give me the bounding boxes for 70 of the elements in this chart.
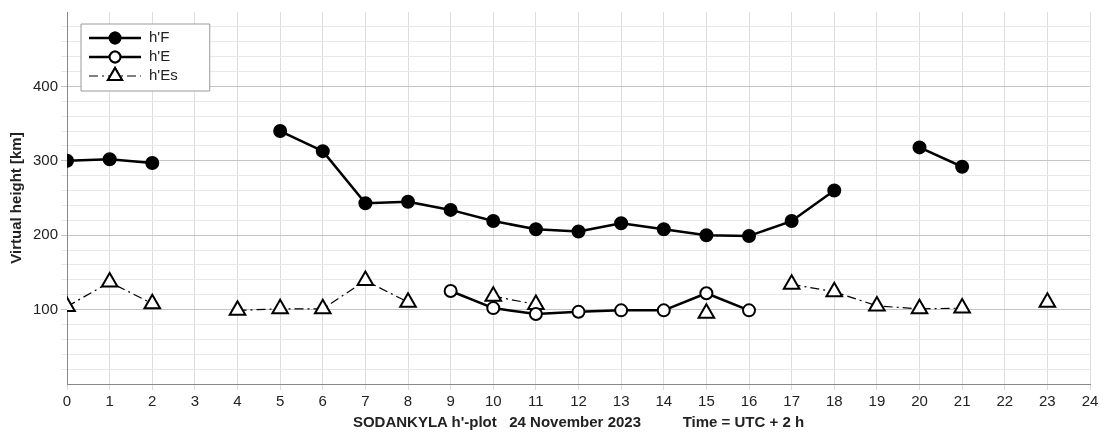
point	[656, 222, 671, 237]
x-tick-label: 7	[361, 392, 370, 410]
x-tick-label: 11	[528, 392, 544, 410]
x-tick-label: 2	[148, 392, 157, 410]
x-tick-label: 24	[1081, 392, 1099, 410]
x-tick-label: 8	[403, 392, 413, 410]
x-tick-label: 17	[783, 392, 800, 410]
point	[571, 304, 586, 319]
point	[401, 194, 416, 209]
y-tick-label: 200	[33, 225, 59, 243]
point	[315, 144, 330, 159]
point	[699, 228, 714, 243]
y-axis-title: Virtual height [km]	[7, 132, 25, 264]
x-tick-label: 22	[996, 392, 1014, 410]
point	[910, 298, 929, 315]
point	[697, 303, 716, 319]
point	[784, 214, 799, 229]
point	[273, 124, 288, 139]
point	[827, 183, 842, 198]
point	[528, 222, 543, 237]
point	[313, 298, 332, 315]
x-tick-label: 13	[612, 392, 630, 410]
x-tick-label: 4	[233, 392, 242, 410]
x-tick-label: 5	[275, 392, 285, 410]
point	[825, 281, 844, 298]
x-tick-label: 23	[1039, 392, 1056, 410]
point	[143, 293, 162, 310]
point	[953, 298, 971, 314]
point	[228, 300, 247, 316]
point	[699, 286, 714, 301]
x-tick-label: 20	[911, 392, 928, 410]
point	[100, 272, 119, 288]
point	[443, 284, 458, 298]
y-tick-label: 400	[33, 76, 59, 94]
x-tick-label: 15	[698, 392, 715, 410]
point	[271, 298, 289, 315]
x-tick-label: 12	[570, 392, 587, 410]
x-tick-label: 6	[318, 392, 327, 410]
point	[912, 140, 927, 155]
point	[145, 156, 160, 171]
point	[356, 270, 375, 287]
point	[443, 202, 458, 217]
point	[742, 228, 757, 243]
legend-label: h'F	[149, 28, 170, 46]
x-tick-label: 18	[825, 392, 843, 410]
point	[484, 286, 503, 302]
x-tick-label: 3	[190, 392, 200, 410]
point	[782, 274, 801, 290]
point	[486, 214, 501, 229]
x-tick-label: 0	[62, 392, 72, 410]
point	[955, 159, 970, 174]
point	[571, 224, 586, 239]
point	[1038, 292, 1057, 308]
x-tick-label: 14	[655, 392, 673, 410]
point	[102, 152, 117, 167]
x-tick-label: 16	[740, 392, 758, 410]
point	[868, 295, 886, 312]
legend-label: h'Es	[149, 66, 178, 84]
y-tick-label: 100	[33, 299, 59, 317]
legend-label: h'E	[149, 47, 171, 65]
x-tick-label: 21	[953, 392, 971, 410]
x-tick-label: 19	[868, 392, 886, 410]
x-axis-title: SODANKYLA h'-plot 24 November 2023 Time = UTC + 2 h	[352, 413, 805, 431]
x-tick-label: 9	[446, 392, 455, 410]
point	[399, 292, 417, 308]
x-tick-label: 10	[484, 392, 502, 410]
point	[614, 216, 629, 231]
point	[358, 196, 373, 211]
x-tick-label: 1	[105, 392, 114, 410]
y-tick-label: 300	[33, 150, 59, 168]
